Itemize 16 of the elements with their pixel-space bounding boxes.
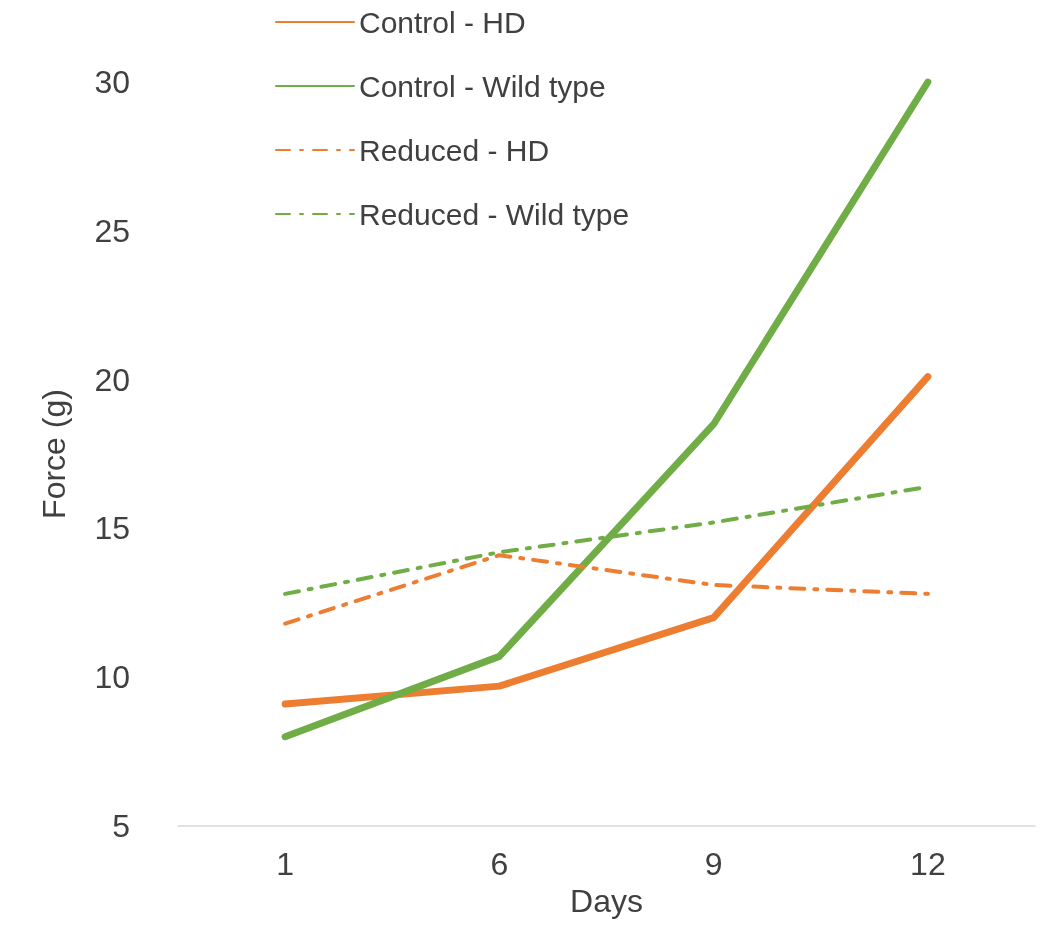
y-tick-label: 10 — [94, 659, 130, 696]
legend-label: Reduced - Wild type — [359, 197, 630, 231]
y-tick-label: 30 — [94, 64, 130, 100]
legend-label: Reduced - HD — [359, 133, 550, 167]
x-tick-label: 1 — [276, 846, 295, 882]
x-axis-title: Days — [570, 882, 643, 919]
y-tick-label: 5 — [112, 808, 130, 844]
x-tick-label: 6 — [490, 846, 509, 882]
y-axis-title: Force (g) — [36, 389, 72, 519]
x-tick-label: 9 — [704, 846, 723, 882]
legend-label: Control - HD — [359, 5, 526, 39]
y-tick-label: 20 — [94, 361, 130, 398]
y-tick-label: 15 — [94, 510, 130, 547]
y-tick-label: 25 — [94, 212, 130, 249]
x-tick-label: 12 — [910, 846, 946, 882]
legend-label: Control - Wild type — [359, 69, 606, 103]
